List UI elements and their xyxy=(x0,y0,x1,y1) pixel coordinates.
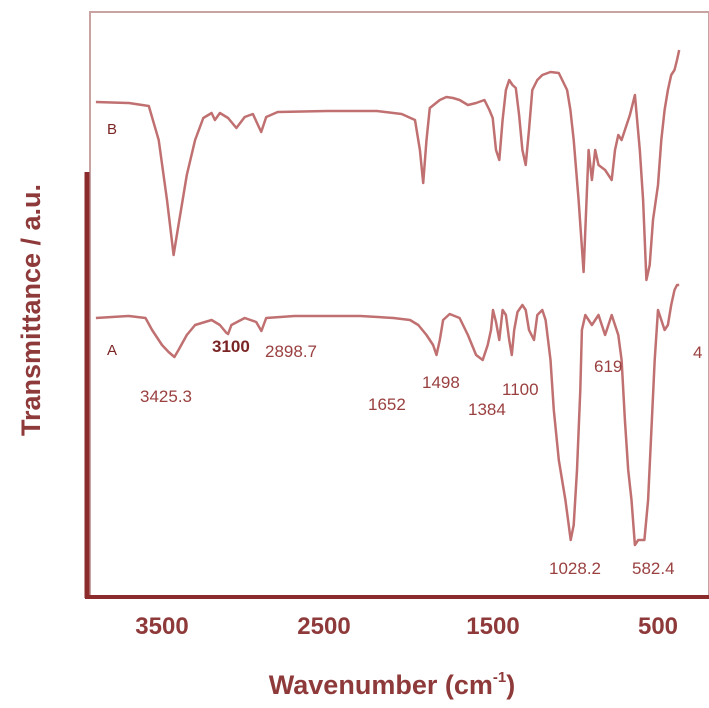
x-tick-label-2500: 2500 xyxy=(297,613,350,640)
series-label-b: B xyxy=(107,121,117,138)
x-tick-label-1500: 1500 xyxy=(466,613,519,640)
x-axis-title-sup: -1 xyxy=(493,669,506,686)
x-tick-label-3500: 3500 xyxy=(135,613,188,640)
peak-label-1652: 1652 xyxy=(368,395,406,414)
y-axis-title: Transmittance / a.u. xyxy=(16,184,46,436)
peak-label-1498: 1498 xyxy=(422,373,460,392)
peak-label-3100: 3100 xyxy=(212,337,250,356)
x-axis-title-end: ) xyxy=(506,670,515,700)
x-axis-title: Wavenumber (cm-1) xyxy=(269,669,515,700)
peak-label-619: 619 xyxy=(594,357,622,376)
series-label-a: A xyxy=(107,342,117,359)
peak-label-2898: 2898.7 xyxy=(265,342,317,361)
peak-label-582: 582.4 xyxy=(632,559,675,578)
peak-label-4: 4 xyxy=(693,343,702,362)
series-line-a xyxy=(95,283,680,547)
peak-label-1028: 1028.2 xyxy=(549,559,601,578)
x-tick-label-500: 500 xyxy=(638,613,678,640)
series-line-b xyxy=(95,49,681,282)
plot-frame xyxy=(89,11,709,597)
peak-label-1100: 1100 xyxy=(502,380,539,399)
peak-label-1384: 1384 xyxy=(468,400,506,419)
peak-label-3425: 3425.3 xyxy=(140,387,192,406)
x-axis-title-main: Wavenumber (cm xyxy=(269,670,493,700)
